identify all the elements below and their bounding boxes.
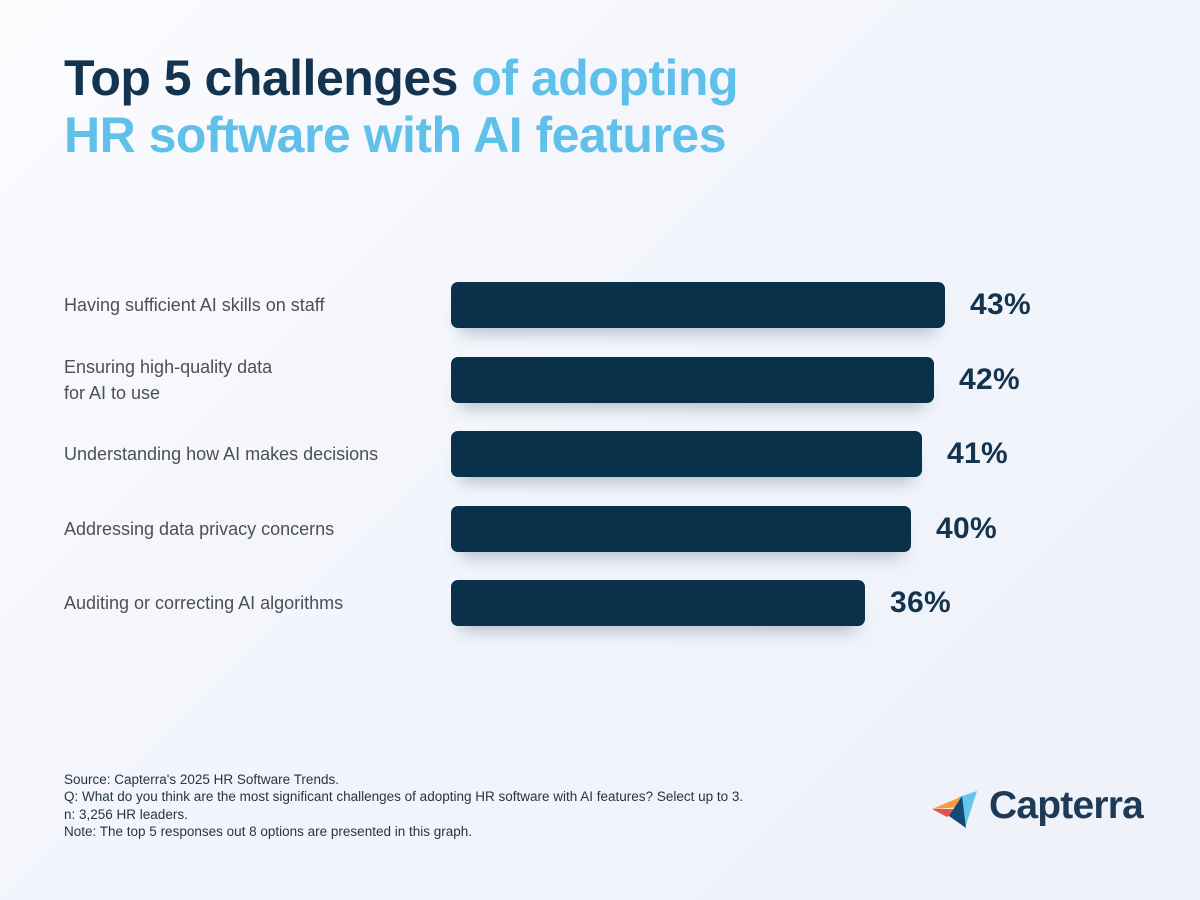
chart-row: Auditing or correcting AI algorithms 36% bbox=[64, 566, 1154, 641]
chart-row: Having sufficient AI skills on staff 43% bbox=[64, 268, 1154, 343]
source-note: Note: The top 5 responses out 8 options … bbox=[64, 824, 473, 840]
bar-label: Having sufficient AI skills on staff bbox=[64, 295, 325, 316]
bar-value: 40% bbox=[936, 511, 997, 545]
bar-label: Auditing or correcting AI algorithms bbox=[64, 593, 344, 614]
chart-row: Understanding how AI makes decisions 41% bbox=[64, 417, 1154, 492]
bar-label: Addressing data privacy concerns bbox=[64, 518, 335, 539]
footer-notes: Source: Capterra's 2025 HR Software Tren… bbox=[64, 771, 743, 841]
title-main: Top 5 challenges bbox=[64, 50, 458, 106]
bar-value: 36% bbox=[890, 586, 951, 620]
bar-track: 40% bbox=[451, 505, 997, 552]
bar-value: 43% bbox=[970, 288, 1031, 322]
bar-value: 41% bbox=[947, 437, 1008, 471]
bar-label: Understanding how AI makes decisions bbox=[64, 444, 379, 465]
bar-track: 41% bbox=[451, 431, 1008, 478]
capterra-logo: Capterra bbox=[926, 780, 1144, 832]
bar bbox=[451, 505, 911, 552]
bar-label: Ensuring high-quality data for AI to use bbox=[64, 356, 273, 403]
bar bbox=[451, 282, 945, 329]
bar-track: 42% bbox=[451, 356, 1020, 403]
source-note: Source: Capterra's 2025 HR Software Tren… bbox=[64, 772, 339, 787]
chart-row: Addressing data privacy concerns 40% bbox=[64, 492, 1154, 567]
bar bbox=[451, 580, 865, 627]
title-highlight-line1: of adopting bbox=[471, 50, 739, 106]
bar-track: 43% bbox=[451, 282, 1031, 329]
chart-row: Ensuring high-quality data for AI to use… bbox=[64, 343, 1154, 418]
bar-chart: Having sufficient AI skills on staff 43%… bbox=[64, 268, 1154, 641]
page-title: Top 5 challenges of adopting HR software… bbox=[64, 50, 844, 164]
capterra-arrow-icon bbox=[932, 791, 977, 828]
bar-track: 36% bbox=[451, 580, 951, 627]
capterra-wordmark: Capterra bbox=[989, 784, 1144, 827]
source-note: Q: What do you think are the most signif… bbox=[64, 789, 744, 805]
bar bbox=[451, 431, 922, 478]
bar bbox=[451, 356, 934, 403]
title-highlight-line2: HR software with AI features bbox=[64, 107, 727, 163]
bar-value: 42% bbox=[959, 362, 1020, 396]
source-note: n: 3,256 HR leaders. bbox=[64, 806, 188, 822]
